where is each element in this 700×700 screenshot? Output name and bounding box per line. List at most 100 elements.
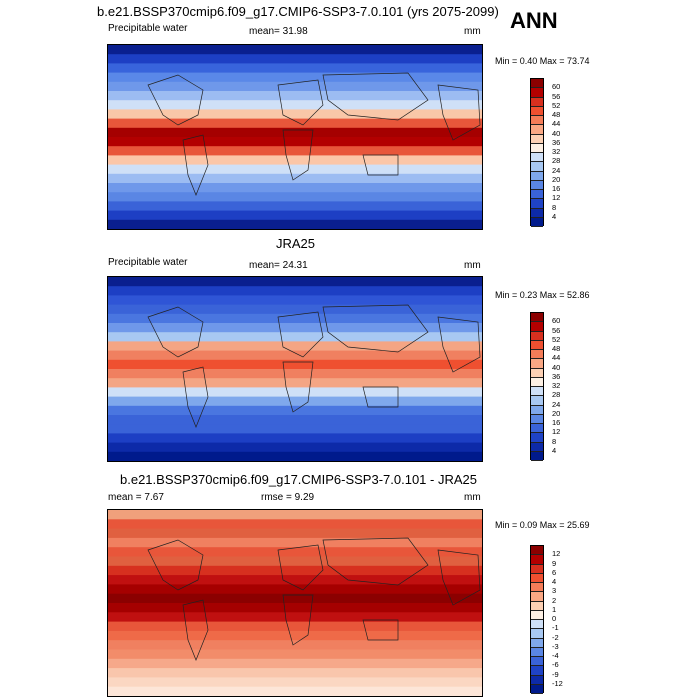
colorbar-swatch bbox=[531, 666, 543, 676]
map-band bbox=[108, 192, 482, 202]
coastline bbox=[437, 316, 481, 373]
colorbar-swatch bbox=[531, 190, 543, 200]
map-band bbox=[108, 323, 482, 333]
colorbar-swatch bbox=[531, 153, 543, 163]
coastline bbox=[322, 304, 429, 353]
colorbar-swatch bbox=[531, 97, 543, 107]
panel2-min-max: Min = 0.23 Max = 52.86 bbox=[495, 290, 590, 300]
map-band bbox=[108, 127, 482, 138]
colorbar-tick-label: -6 bbox=[552, 660, 559, 670]
colorbar-tick-label: 12 bbox=[552, 427, 561, 437]
map-band bbox=[108, 63, 482, 74]
colorbar-swatch bbox=[531, 313, 543, 323]
colorbar-tick-label: 28 bbox=[552, 156, 561, 166]
colorbar-swatch bbox=[531, 143, 543, 153]
coastline bbox=[362, 619, 399, 641]
colorbar-tick-label: -2 bbox=[552, 632, 559, 642]
panel2-map bbox=[107, 276, 483, 462]
colorbar-swatch bbox=[531, 583, 543, 593]
coastline bbox=[147, 74, 204, 126]
coastline bbox=[282, 594, 314, 646]
map-band bbox=[108, 612, 482, 623]
colorbar-tick-label: 9 bbox=[552, 558, 557, 568]
map-band bbox=[108, 649, 482, 660]
colorbar-tick-label: -12 bbox=[552, 678, 563, 688]
colorbar-tick-label: 36 bbox=[552, 137, 561, 147]
colorbar-tick-label: 20 bbox=[552, 174, 561, 184]
map-band bbox=[108, 510, 482, 520]
map-band bbox=[108, 640, 482, 651]
map-band bbox=[108, 621, 482, 632]
coastline bbox=[322, 72, 429, 121]
colorbar-tick-label: 1 bbox=[552, 604, 557, 614]
colorbar-tick-label: 28 bbox=[552, 390, 561, 400]
colorbar-tick-label: 4 bbox=[552, 577, 557, 586]
map-band bbox=[108, 537, 482, 548]
map-band bbox=[108, 295, 482, 306]
panel2-title: JRA25 bbox=[276, 236, 316, 251]
coastline bbox=[277, 79, 324, 126]
colorbar-tick-label: 44 bbox=[552, 119, 561, 129]
coastline bbox=[147, 306, 204, 358]
coastline bbox=[437, 84, 481, 141]
colorbar-swatch bbox=[531, 573, 543, 583]
colorbar-swatch bbox=[531, 684, 543, 694]
coastline bbox=[277, 311, 324, 358]
colorbar-tick-label: 56 bbox=[552, 91, 561, 101]
season-label: ANN bbox=[510, 8, 558, 33]
coastline bbox=[362, 386, 399, 408]
colorbar-swatch bbox=[531, 350, 543, 360]
map-band bbox=[108, 286, 482, 296]
map-band bbox=[108, 584, 482, 595]
colorbar-tick-label: 48 bbox=[552, 344, 561, 353]
map-band bbox=[108, 91, 482, 101]
colorbar-swatch bbox=[531, 620, 543, 630]
map-band bbox=[108, 45, 482, 55]
colorbar-tick-label: 32 bbox=[552, 147, 561, 156]
panel1-min-max: Min = 0.40 Max = 73.74 bbox=[495, 56, 590, 66]
colorbar-swatch bbox=[531, 610, 543, 620]
colorbar-swatch bbox=[531, 134, 543, 144]
colorbar-swatch bbox=[531, 405, 543, 415]
map-band bbox=[108, 201, 482, 212]
map-band bbox=[108, 442, 482, 453]
map-band bbox=[108, 100, 482, 110]
colorbar-tick-label: 60 bbox=[552, 82, 561, 92]
colorbar-tick-label: 0 bbox=[552, 614, 557, 623]
colorbar-tick-label: 8 bbox=[552, 202, 557, 212]
colorbar-swatch bbox=[531, 629, 543, 639]
colorbar-swatch bbox=[531, 116, 543, 126]
colorbar-tick-label: 40 bbox=[552, 128, 561, 138]
colorbar-swatch bbox=[531, 322, 543, 332]
colorbar-swatch bbox=[531, 125, 543, 135]
map-band bbox=[108, 593, 482, 604]
colorbar-swatch bbox=[531, 331, 543, 341]
map-band bbox=[108, 350, 482, 361]
colorbar-swatch bbox=[531, 340, 543, 350]
map-band bbox=[108, 54, 482, 64]
colorbar-tick-label: 36 bbox=[552, 371, 561, 381]
coastline bbox=[182, 599, 209, 661]
map-band bbox=[108, 277, 482, 287]
map-band bbox=[108, 677, 482, 688]
panel3-colorbar bbox=[530, 545, 544, 694]
colorbar-tick-label: 60 bbox=[552, 316, 561, 326]
coastline bbox=[182, 134, 209, 196]
colorbar-swatch bbox=[531, 88, 543, 98]
map-band bbox=[108, 668, 482, 678]
colorbar-tick-label: 32 bbox=[552, 381, 561, 390]
colorbar-swatch bbox=[531, 79, 543, 89]
coastline bbox=[322, 537, 429, 586]
main-title: b.e21.BSSP370cmip6.f09_g17.CMIP6-SSP3-7.… bbox=[97, 4, 499, 19]
colorbar-swatch bbox=[531, 217, 543, 227]
panel2-units-label: mm bbox=[464, 260, 481, 271]
map-band bbox=[108, 164, 482, 175]
panel2-left-label: Precipitable water bbox=[108, 257, 188, 268]
panel1-map bbox=[107, 44, 483, 230]
colorbar-swatch bbox=[531, 180, 543, 190]
panel1-mean-label: mean= 31.98 bbox=[249, 26, 308, 37]
colorbar-tick-label: 24 bbox=[552, 165, 561, 175]
map-band bbox=[108, 424, 482, 434]
colorbar-tick-label: 44 bbox=[552, 353, 561, 363]
map-band bbox=[108, 137, 482, 147]
